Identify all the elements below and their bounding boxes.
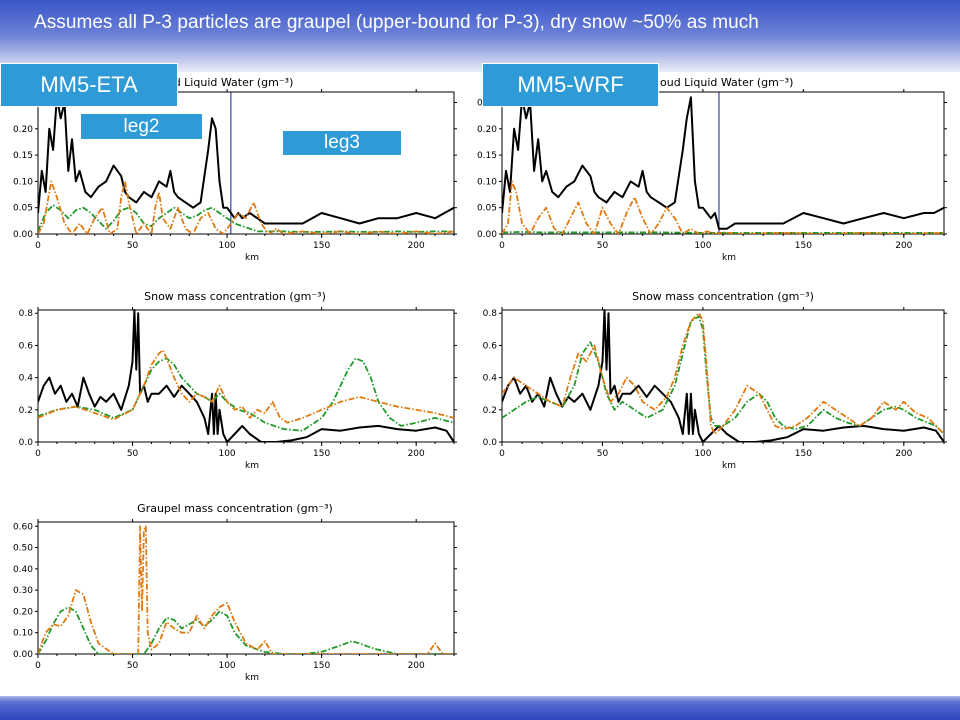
y-tick-label: 0.10	[477, 177, 497, 187]
y-tick-label: 0.00	[13, 230, 33, 240]
series-line-orange	[38, 180, 454, 234]
x-tick-label: 0	[35, 449, 41, 459]
series-line-orange	[502, 180, 944, 234]
y-tick-label: 0.30	[13, 586, 33, 596]
x-axis-label: km	[245, 461, 259, 471]
x-tick-label: 150	[313, 661, 330, 671]
y-tick-label: 0.20	[13, 607, 33, 617]
series-line-green	[38, 357, 454, 432]
chart-title: Snow mass concentration (gm⁻³)	[144, 290, 326, 303]
y-tick-label: 0.50	[13, 544, 33, 554]
series-line-orange	[38, 349, 454, 424]
series-group	[502, 309, 944, 442]
x-tick-label: 0	[35, 661, 41, 671]
x-tick-label: 200	[895, 449, 912, 459]
y-tick-label: 0.8	[19, 309, 34, 319]
x-tick-label: 150	[795, 241, 812, 251]
chart-title: Snow mass concentration (gm⁻³)	[632, 290, 814, 303]
y-tick-label: 0.15	[13, 151, 33, 161]
x-tick-label: 150	[313, 449, 330, 459]
series-group	[38, 525, 454, 654]
chart-eta-lwc: oud Liquid Water (gm⁻³) 0 50 100 150 200 km 0.0…	[13, 76, 457, 263]
x-tick-label: 100	[218, 449, 235, 459]
chart-wrf-lwc: oud Liquid Water (gm⁻³) 0 50 100 150 200 km 0.0…	[477, 76, 947, 263]
y-tick-label: 0.05	[477, 204, 497, 214]
plot-frame	[501, 309, 945, 443]
series-line-green	[38, 606, 454, 654]
panel-area	[0, 72, 960, 696]
x-tick-label: 200	[895, 241, 912, 251]
series-line-observed	[502, 96, 944, 230]
series-line-observed	[38, 309, 454, 442]
y-tick-label: 0.15	[477, 151, 497, 161]
y-tick-label: 0.8	[483, 309, 498, 319]
plot-frame	[37, 521, 455, 655]
series-line-green	[38, 204, 454, 233]
y-tick-label: 0.60	[13, 522, 33, 532]
chart-eta-graupel: Graupel mass concentration (gm⁻³) 0 50 100 1…	[13, 502, 457, 683]
plot-frame	[501, 91, 945, 235]
x-tick-label: 50	[127, 661, 139, 671]
x-tick-label: 200	[408, 241, 425, 251]
y-tick-label: 0.4	[19, 374, 34, 384]
y-tick-label: 0.4	[483, 374, 498, 384]
x-axis-label: km	[722, 461, 736, 471]
x-axis-label: km	[245, 253, 259, 263]
y-tick-label: 0.0	[483, 438, 498, 448]
x-tick-label: 150	[313, 241, 330, 251]
x-tick-label: 100	[694, 449, 711, 459]
y-tick-label: 0.10	[13, 629, 33, 639]
chart-title: oud Liquid Water (gm⁻³)	[660, 76, 793, 89]
series-group	[502, 96, 944, 234]
y-tick-label: 0.2	[19, 406, 33, 416]
leg2-label: leg2	[80, 113, 203, 140]
x-tick-label: 50	[127, 449, 139, 459]
series-group	[38, 96, 454, 234]
y-tick-label: 0.00	[13, 650, 33, 660]
slide-title: Assumes all P-3 particles are graupel (u…	[34, 12, 759, 33]
series-line-green	[502, 230, 944, 234]
x-tick-label: 100	[694, 241, 711, 251]
series-line-observed	[502, 309, 944, 442]
model-label-mm5-wrf: MM5-WRF	[482, 63, 659, 107]
x-tick-label: 0	[499, 449, 505, 459]
chart-title: Graupel mass concentration (gm⁻³)	[137, 502, 333, 515]
y-tick-label: 0.20	[13, 125, 33, 135]
chart-eta-snow: Snow mass concentration (gm⁻³) 0 50 100 150 2…	[19, 290, 457, 471]
series-line-green	[502, 315, 944, 435]
model-label-mm5-eta: MM5-ETA	[0, 63, 178, 107]
x-tick-label: 150	[795, 449, 812, 459]
y-tick-label: 0.6	[19, 341, 34, 351]
y-tick-label: 0.20	[477, 125, 497, 135]
y-tick-label: 0.2	[483, 406, 497, 416]
series-line-orange	[502, 312, 944, 435]
x-tick-label: 0	[35, 241, 41, 251]
x-tick-label: 200	[408, 661, 425, 671]
leg3-label: leg3	[282, 130, 402, 156]
y-tick-label: 0.40	[13, 565, 33, 575]
x-tick-label: 0	[499, 241, 505, 251]
x-tick-label: 100	[218, 661, 235, 671]
x-tick-label: 50	[127, 241, 139, 251]
chart-wrf-snow: Snow mass concentration (gm⁻³) 0 50 100 150 2…	[483, 290, 947, 471]
y-tick-label: 0.6	[483, 341, 498, 351]
y-tick-label: 0.0	[19, 438, 34, 448]
x-axis-label: km	[722, 253, 736, 263]
series-group	[38, 309, 454, 442]
x-tick-label: 50	[597, 449, 609, 459]
chart-title: oud Liquid Water (gm⁻³)	[160, 76, 293, 89]
x-axis-label: km	[245, 673, 259, 683]
x-tick-label: 100	[218, 241, 235, 251]
x-tick-label: 50	[597, 241, 609, 251]
y-tick-label: 0.00	[477, 230, 497, 240]
series-line-observed	[38, 96, 454, 225]
y-tick-label: 0.10	[13, 177, 33, 187]
plot-frame	[37, 309, 455, 443]
series-line-orange	[38, 525, 454, 654]
y-tick-label: 0.05	[13, 204, 33, 214]
x-tick-label: 200	[408, 449, 425, 459]
